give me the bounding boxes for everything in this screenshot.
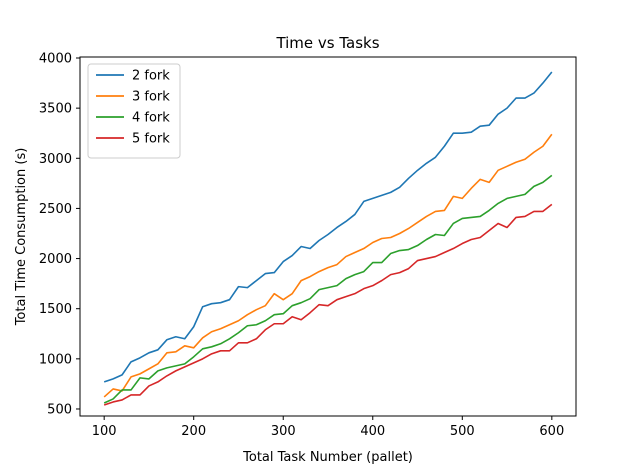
plot-area <box>103 71 553 406</box>
x-tick-label: 100 <box>92 424 117 439</box>
legend: 2 fork 3 fork 4 fork 5 fork <box>87 63 181 159</box>
chart-title: Time vs Tasks <box>275 34 379 52</box>
y-tick-label: 500 <box>47 402 72 417</box>
series-line-2-fork <box>103 71 553 383</box>
x-tick-label: 200 <box>181 424 206 439</box>
y-tick-label: 2500 <box>39 202 72 217</box>
x-axis-label: Total Task Number (pallet) <box>242 450 413 465</box>
y-tick-label: 1500 <box>39 302 72 317</box>
x-tick-label: 400 <box>360 424 385 439</box>
series-line-3-fork <box>103 133 553 398</box>
x-tick-label: 500 <box>450 424 475 439</box>
legend-label: 5 fork <box>132 132 170 147</box>
x-axis: 100 200 300 400 500 600 <box>92 416 564 439</box>
x-tick-label: 300 <box>271 424 296 439</box>
y-tick-label: 4000 <box>39 52 72 67</box>
legend-box <box>87 63 181 159</box>
y-tick-label: 3500 <box>39 102 72 117</box>
y-tick-label: 3000 <box>39 152 72 167</box>
legend-label: 2 fork <box>132 69 170 84</box>
y-axis-label: Total Time Consumption (s) <box>14 148 29 327</box>
y-axis: 500 1000 1500 2000 2500 3000 3500 4000 <box>39 52 80 417</box>
legend-label: 4 fork <box>132 111 170 126</box>
series-line-5-fork <box>103 203 553 406</box>
y-tick-label: 2000 <box>39 252 72 267</box>
legend-label: 3 fork <box>132 90 170 105</box>
x-tick-label: 600 <box>539 424 564 439</box>
axes-frame <box>79 56 577 417</box>
y-tick-label: 1000 <box>39 352 72 367</box>
series-line-4-fork <box>103 174 553 404</box>
